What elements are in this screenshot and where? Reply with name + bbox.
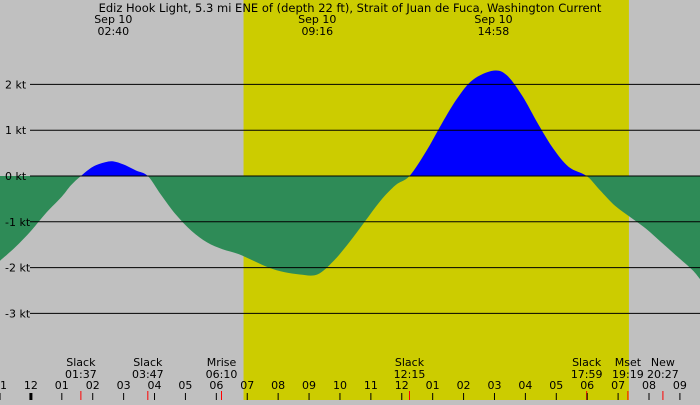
top-time-label: 14:58 <box>478 25 510 38</box>
y-tick-label: 2 kt <box>5 78 27 91</box>
event-name-label: New <box>651 356 675 369</box>
hour-tick-label: 06 <box>209 379 223 392</box>
hour-tick-label: 12 <box>395 379 409 392</box>
event-time-label: 06:10 <box>206 368 238 381</box>
flood-current-area <box>0 70 700 176</box>
hour-tick-label: 08 <box>642 379 656 392</box>
event-name-label: Slack <box>572 356 602 369</box>
event-time-label: 20:27 <box>647 368 679 381</box>
hour-tick-label: 04 <box>148 379 162 392</box>
event-name-label: Mset <box>615 356 642 369</box>
hour-tick-label: 02 <box>457 379 471 392</box>
hour-tick-label: 07 <box>240 379 254 392</box>
hour-tick-label: 08 <box>271 379 285 392</box>
bottom-event-labels: Slack01:37Slack03:47Mrise06:10Slack12:15… <box>65 356 679 400</box>
event-name-label: Slack <box>66 356 96 369</box>
hour-tick-label: 11 <box>364 379 378 392</box>
y-axis-labels: 2 kt 1 kt 0 kt -1 kt -2 kt -3 kt <box>5 78 31 320</box>
y-tick-label: -2 kt <box>5 262 31 275</box>
top-date-label: Sep 10 <box>474 13 512 26</box>
top-date-label: Sep 10 <box>298 13 336 26</box>
event-name-label: Slack <box>133 356 163 369</box>
event-name-label: Mrise <box>207 356 237 369</box>
event-time-label: 01:37 <box>65 368 97 381</box>
grid-layer <box>30 83 700 314</box>
event-time-label: 17:59 <box>571 368 603 381</box>
hour-axis: 11 12 01 02 03 04 05 06 07 08 09 10 11 12 01 02 03 04 05 06… <box>0 379 687 400</box>
hour-tick-label: 05 <box>178 379 192 392</box>
hour-tick-label: 05 <box>549 379 563 392</box>
event-name-label: Slack <box>395 356 425 369</box>
hour-tick-label: 04 <box>518 379 532 392</box>
event-time-label: 03:47 <box>132 368 164 381</box>
hour-tick-label: 11 <box>0 379 7 392</box>
hour-tick-label: 09 <box>673 379 687 392</box>
event-time-label: 19:19 <box>612 368 644 381</box>
top-time-label: 02:40 <box>97 25 129 38</box>
event-time-label: 12:15 <box>394 368 426 381</box>
top-date-label: Sep 10 <box>94 13 132 26</box>
hour-tick-label: 02 <box>86 379 100 392</box>
hour-tick-label: 06 <box>580 379 594 392</box>
chart-title: Ediz Hook Light, 5.3 mi ENE of (depth 22… <box>99 1 602 15</box>
top-time-label: 09:16 <box>301 25 333 38</box>
y-tick-label: -3 kt <box>5 307 31 320</box>
y-tick-label: 1 kt <box>5 124 27 137</box>
y-tick-label: -1 kt <box>5 216 31 229</box>
hour-tick-label: 09 <box>302 379 316 392</box>
hour-tick-label: 01 <box>55 379 69 392</box>
area-layer <box>0 70 700 280</box>
hour-tick-label: 03 <box>487 379 501 392</box>
hour-tick-label: 03 <box>117 379 131 392</box>
hour-tick-label: 01 <box>426 379 440 392</box>
hour-tick-label: 07 <box>611 379 625 392</box>
ebb-current-area <box>0 176 700 280</box>
hour-tick-label: 10 <box>333 379 347 392</box>
hour-tick-label: 12 <box>24 379 38 392</box>
y-tick-label: 0 kt <box>5 170 27 183</box>
